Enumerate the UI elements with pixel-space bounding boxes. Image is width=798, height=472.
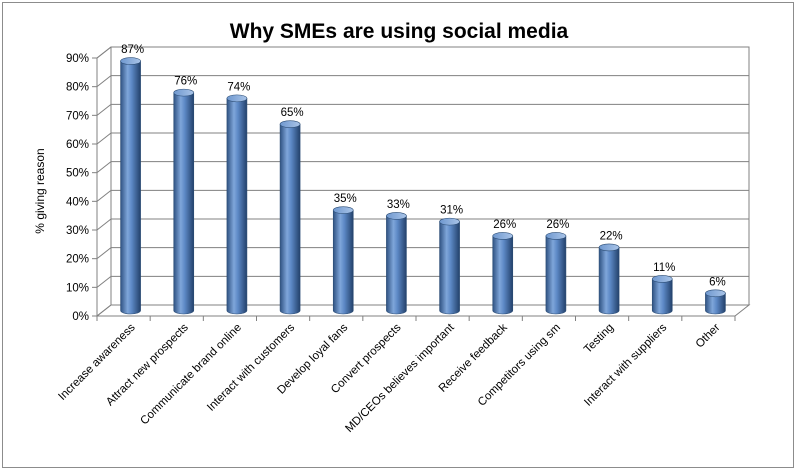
bar xyxy=(598,243,620,315)
bar-top xyxy=(545,232,567,240)
x-tick-label: Other xyxy=(694,322,723,351)
bar-top xyxy=(439,217,460,226)
x-tick-label: Interact with customers xyxy=(205,321,297,413)
bar xyxy=(651,275,673,315)
gridline-side xyxy=(96,75,112,88)
data-label: 35% xyxy=(334,193,357,205)
bar-body xyxy=(598,247,620,315)
y-tick-label: 90% xyxy=(66,53,89,65)
bar xyxy=(226,94,248,315)
gridline-side xyxy=(96,161,112,174)
gridline-side xyxy=(96,247,112,260)
x-tick-label: Testing xyxy=(582,322,616,356)
y-tick-label: 50% xyxy=(66,168,89,180)
y-tick-label: 80% xyxy=(66,82,89,94)
chart-title: Why SMEs are using social media xyxy=(229,20,569,43)
bar xyxy=(439,217,460,315)
bar-body xyxy=(705,293,726,315)
data-label: 6% xyxy=(709,276,726,288)
y-tick-label: 30% xyxy=(66,225,89,237)
data-label: 26% xyxy=(493,219,516,231)
plot-floor xyxy=(95,304,751,317)
bar-body xyxy=(439,221,460,315)
gridline-side xyxy=(96,218,112,231)
data-label: 87% xyxy=(121,44,144,56)
bar-top xyxy=(279,120,301,128)
bar-body xyxy=(173,92,195,315)
gridline-side xyxy=(96,132,112,145)
gridline-side xyxy=(96,103,112,116)
bar xyxy=(492,232,514,315)
data-label: 33% xyxy=(387,199,410,211)
y-tick-label: 70% xyxy=(66,110,89,122)
data-label: 11% xyxy=(653,262,675,274)
bar-top xyxy=(598,243,620,252)
y-tick-label: 40% xyxy=(66,196,89,208)
y-axis-title: % giving reason xyxy=(33,148,47,233)
bar xyxy=(386,212,407,315)
x-tick-label: Communicate brand online xyxy=(138,322,244,428)
gridline-side xyxy=(96,189,112,202)
bar xyxy=(332,206,354,315)
bar-body xyxy=(279,123,301,315)
bar-top xyxy=(226,94,248,103)
bar-body xyxy=(332,209,354,315)
y-tick-label: 60% xyxy=(66,139,89,151)
bar-body xyxy=(226,98,248,315)
data-label: 26% xyxy=(546,219,569,231)
bar-body xyxy=(651,278,673,315)
y-tick-label: 20% xyxy=(66,254,89,266)
bar-top xyxy=(386,212,407,220)
bar xyxy=(279,120,301,315)
bar-body xyxy=(386,215,407,315)
bar xyxy=(705,289,726,315)
bar-body xyxy=(545,235,567,315)
data-label: 22% xyxy=(600,230,623,242)
data-label: 76% xyxy=(174,76,197,88)
bar xyxy=(545,232,567,315)
bar-top xyxy=(120,57,141,65)
gridline-side xyxy=(96,275,112,288)
bar-top xyxy=(705,289,726,298)
bar xyxy=(120,57,141,315)
bar-top xyxy=(651,275,673,283)
bar-body xyxy=(492,235,514,315)
y-tick-label: 10% xyxy=(66,282,89,294)
data-label: 65% xyxy=(281,107,304,119)
data-label: 31% xyxy=(440,205,463,217)
bar-top xyxy=(173,88,195,97)
bar xyxy=(173,88,195,315)
side-wall-top-edge xyxy=(96,46,112,59)
bar-body xyxy=(120,60,141,315)
bar-top xyxy=(492,232,514,240)
y-tick-label: 0% xyxy=(72,311,89,323)
x-tick-label: MD/CEOs believes important xyxy=(343,321,457,435)
bar-top xyxy=(332,206,354,214)
data-label: 74% xyxy=(227,81,250,93)
